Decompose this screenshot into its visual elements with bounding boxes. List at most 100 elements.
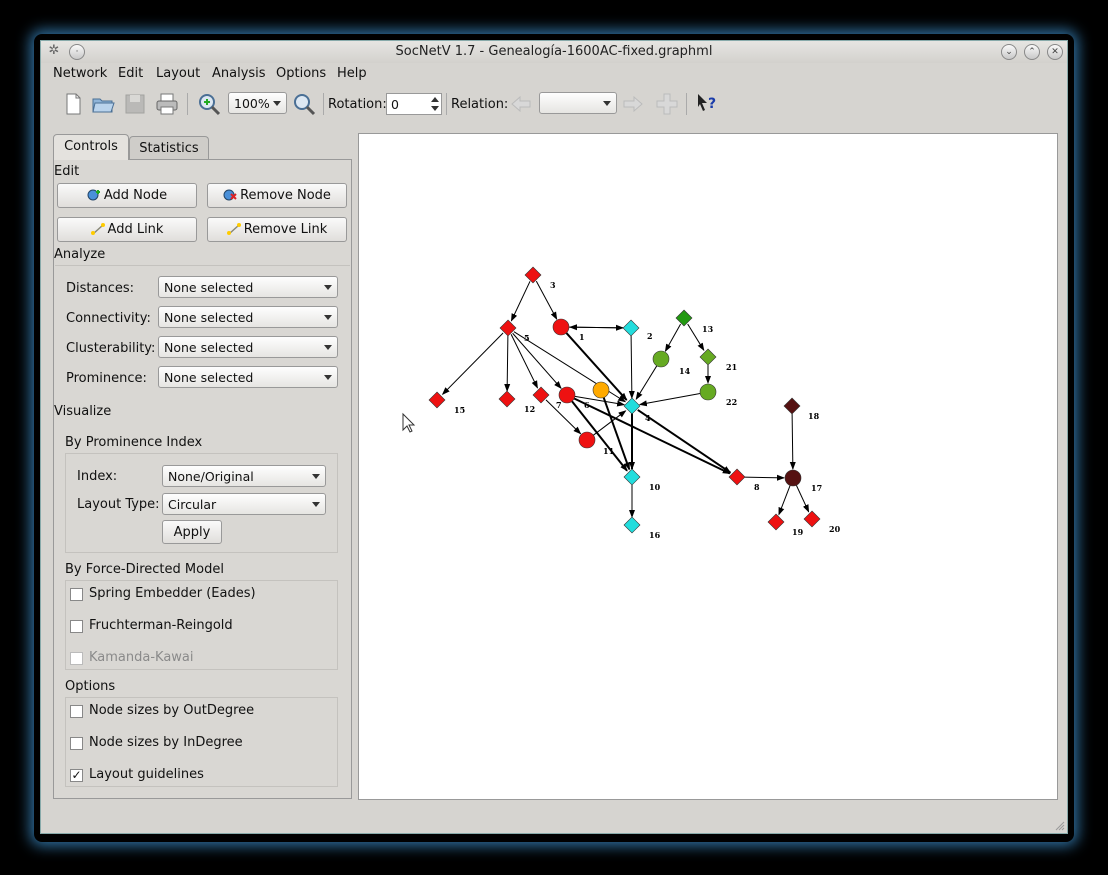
force-directed-heading: By Force-Directed Model: [65, 562, 224, 577]
graph-node[interactable]: [699, 348, 717, 366]
graph-edge[interactable]: [571, 400, 628, 472]
spin-down-icon[interactable]: [430, 104, 440, 113]
graph-edge[interactable]: [628, 334, 635, 400]
graph-node[interactable]: [728, 468, 746, 486]
graph-edge[interactable]: [795, 485, 810, 513]
graph-canvas[interactable]: 1 2 3 4 5 6 7 8 10 11 12 13 14 15 16 17 18 19 20 21 22: [358, 133, 1058, 800]
rotation-spinbox[interactable]: 0: [386, 93, 442, 115]
node-label: 7: [556, 400, 562, 410]
graph-edge[interactable]: [441, 332, 504, 396]
graph-node[interactable]: [784, 469, 802, 487]
graph-node[interactable]: [767, 513, 785, 531]
graph-edge[interactable]: [778, 485, 791, 516]
maximize-icon[interactable]: ⌃: [1024, 44, 1040, 60]
save-icon[interactable]: [123, 92, 147, 116]
graph-edge[interactable]: [602, 397, 631, 471]
zoom-select[interactable]: 100%: [228, 92, 287, 114]
graph-node[interactable]: [623, 397, 641, 415]
indegree-checkbox[interactable]: [70, 737, 83, 750]
graph-node[interactable]: [428, 391, 446, 409]
graph-node[interactable]: [592, 381, 610, 399]
minimize-icon[interactable]: ⌄: [1001, 44, 1017, 60]
graph-edge[interactable]: [664, 323, 682, 353]
menu-options[interactable]: Options: [276, 66, 327, 81]
graph-edge[interactable]: [545, 399, 582, 435]
remove-link-button[interactable]: Remove Link: [207, 217, 347, 242]
graph-edge[interactable]: [789, 412, 796, 471]
graph-edge[interactable]: [574, 395, 626, 407]
close-icon[interactable]: ✕: [1047, 44, 1063, 60]
zoom-out-icon[interactable]: [292, 92, 316, 116]
previous-relation-icon[interactable]: [509, 92, 533, 116]
zoom-in-icon[interactable]: [197, 92, 221, 116]
resize-grip-icon[interactable]: [1055, 821, 1065, 831]
graph-edge[interactable]: [573, 397, 731, 475]
menu-layout[interactable]: Layout: [156, 66, 201, 81]
spin-up-icon[interactable]: [430, 95, 440, 104]
graph-node[interactable]: [652, 350, 670, 368]
graph-node[interactable]: [552, 318, 570, 336]
graph-node[interactable]: [622, 319, 640, 337]
index-select[interactable]: None/Original: [162, 465, 326, 487]
layout-guidelines-checkbox[interactable]: ✓: [70, 768, 83, 782]
new-file-icon[interactable]: [61, 92, 85, 116]
graph-node[interactable]: [558, 386, 576, 404]
menu-edit[interactable]: Edit: [118, 66, 144, 81]
graph-node[interactable]: [498, 390, 516, 408]
whats-this-icon[interactable]: ?: [695, 92, 719, 116]
fruchterman-checkbox[interactable]: [70, 620, 83, 633]
window-menu-button[interactable]: ·: [69, 44, 85, 60]
prominence-select[interactable]: None selected: [158, 366, 338, 388]
distances-select[interactable]: None selected: [158, 276, 338, 298]
graph-edge[interactable]: [593, 410, 627, 436]
graph-edge[interactable]: [510, 334, 538, 389]
graph-edge[interactable]: [512, 332, 562, 389]
kamada-kawai-checkbox[interactable]: [70, 652, 83, 665]
app-gear-icon[interactable]: ✲: [48, 43, 60, 58]
node-label: 11: [603, 446, 614, 456]
tab-statistics[interactable]: Statistics: [129, 136, 209, 160]
add-relation-icon[interactable]: [655, 92, 679, 116]
connectivity-select[interactable]: None selected: [158, 306, 338, 328]
graph-node[interactable]: [699, 383, 717, 401]
graph-node[interactable]: [623, 468, 641, 486]
graph-edge[interactable]: [637, 409, 732, 474]
graph-edge[interactable]: [638, 392, 701, 407]
next-relation-icon[interactable]: [621, 92, 645, 116]
outdegree-checkbox[interactable]: [70, 705, 83, 718]
app-window: ✲ · SocNetV 1.7 - Genealogía-1600AC-fixe…: [40, 40, 1068, 834]
graph-node[interactable]: [623, 516, 641, 534]
graph-edge[interactable]: [635, 365, 658, 401]
menu-network[interactable]: Network: [53, 66, 108, 81]
tab-controls[interactable]: Controls: [53, 134, 129, 160]
print-icon[interactable]: [155, 92, 179, 116]
remove-node-button[interactable]: Remove Node: [207, 183, 347, 208]
apply-button[interactable]: Apply: [162, 520, 222, 544]
analyze-group: Distances: None selected Connectivity: N…: [55, 265, 350, 397]
open-folder-icon[interactable]: [91, 92, 115, 116]
graph-node[interactable]: [532, 386, 550, 404]
graph-node[interactable]: [783, 397, 801, 415]
graph-edge[interactable]: [568, 324, 625, 331]
graph-edge[interactable]: [743, 474, 786, 481]
graph-node[interactable]: [675, 309, 693, 327]
graph-node[interactable]: [524, 266, 542, 284]
spring-embedder-checkbox[interactable]: [70, 588, 83, 601]
graph-edge[interactable]: [510, 281, 531, 322]
menu-bar: Network Edit Layout Analysis Options Hel…: [41, 63, 1067, 85]
graph-node[interactable]: [578, 431, 596, 449]
graph-edge[interactable]: [504, 334, 511, 393]
graph-edge[interactable]: [687, 323, 705, 352]
graph-node[interactable]: [803, 510, 821, 528]
add-link-button[interactable]: Add Link: [57, 217, 197, 242]
graph-node[interactable]: [499, 319, 517, 337]
menu-analysis[interactable]: Analysis: [212, 66, 266, 81]
graph-edge[interactable]: [535, 280, 558, 320]
menu-help[interactable]: Help: [337, 66, 367, 81]
add-node-button[interactable]: Add Node: [57, 183, 197, 208]
graph-edge[interactable]: [565, 332, 628, 401]
layout-type-select[interactable]: Circular: [162, 493, 326, 515]
relation-select[interactable]: [539, 92, 617, 114]
clusterability-select[interactable]: None selected: [158, 336, 338, 358]
